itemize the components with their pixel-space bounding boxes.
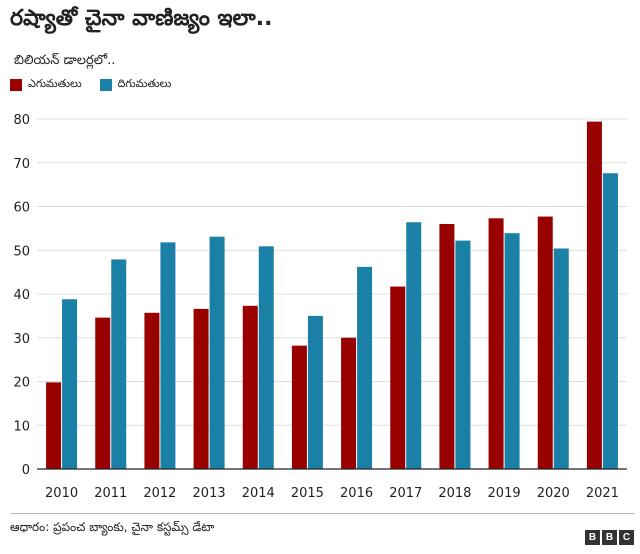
bar-imports (258, 246, 274, 469)
bbc-logo: B B C (583, 530, 634, 545)
y-tick-label: 0 (22, 463, 30, 478)
bar-exports (144, 312, 160, 469)
bars (46, 121, 618, 469)
bar-exports (537, 216, 553, 469)
x-tick-label: 2015 (291, 486, 324, 501)
x-tick-label: 2016 (340, 486, 373, 501)
x-tick-label: 2013 (193, 486, 226, 501)
bar-exports (193, 308, 209, 469)
y-tick-label: 60 (13, 201, 30, 216)
y-tick-label: 10 (13, 419, 30, 434)
bar-exports (46, 382, 62, 469)
legend: ఎగుమతులు దిగుమతులు (10, 77, 189, 93)
y-tick-label: 40 (13, 288, 30, 303)
chart-title: రష్యాతో చైనా వాణిజ్యం ఇలా.. (10, 6, 273, 31)
bar-imports (406, 222, 422, 469)
source-note: ఆధారం: ప్రపంచ బ్యాంకు, చైనా కస్టమ్స్ డేట… (10, 520, 215, 534)
x-tick-label: 2012 (143, 486, 176, 501)
bar-imports (307, 315, 323, 469)
chart-subtitle: బిలియన్ డాలర్లలో.. (14, 53, 116, 68)
x-tick-label: 2021 (586, 486, 619, 501)
x-tick-label: 2019 (488, 486, 521, 501)
logo-letter: C (619, 530, 634, 545)
logo-letter: B (585, 530, 600, 545)
legend-swatch-imports (99, 79, 112, 91)
bar-exports (341, 337, 357, 469)
legend-label-imports: దిగుమతులు (117, 77, 172, 90)
bar-exports (390, 286, 406, 469)
bar-imports (553, 248, 569, 469)
logo-letter: B (602, 530, 617, 545)
bar-imports (357, 266, 373, 469)
source-divider (10, 513, 635, 514)
bar-exports (95, 317, 111, 469)
y-tick-label: 80 (13, 113, 30, 128)
bar-exports (488, 218, 504, 469)
legend-swatch-exports (10, 79, 22, 91)
bar-exports (586, 121, 602, 469)
bar-exports (439, 224, 455, 469)
x-tick-label: 2010 (45, 486, 78, 501)
bar-exports (291, 345, 307, 469)
legend-label-exports: ఎగుమతులు (28, 77, 82, 90)
y-tick-label: 20 (13, 376, 30, 391)
legend-item-imports: దిగుమతులు (99, 77, 172, 93)
x-tick-label: 2020 (537, 486, 570, 501)
x-tick-label: 2011 (94, 486, 127, 501)
axes: 0 10 20 30 40 50 60 70 80 2010 2011 2012 2013 2014 201… (13, 113, 627, 501)
bar-imports (160, 242, 176, 469)
x-tick-label: 2017 (389, 486, 422, 501)
y-tick-label: 50 (13, 244, 30, 259)
x-tick-label: 2014 (242, 486, 275, 501)
bar-imports (209, 236, 225, 469)
y-tick-label: 70 (13, 157, 30, 172)
bar-imports (111, 259, 127, 469)
bar-exports (242, 305, 258, 469)
y-tick-label: 30 (13, 332, 30, 347)
gridlines (37, 118, 627, 426)
bar-imports (602, 173, 618, 469)
x-tick-label: 2018 (438, 486, 471, 501)
legend-item-exports: ఎగుమతులు (10, 77, 82, 93)
bar-imports (504, 233, 520, 469)
bar-imports (62, 299, 78, 469)
bar-imports (455, 240, 471, 469)
